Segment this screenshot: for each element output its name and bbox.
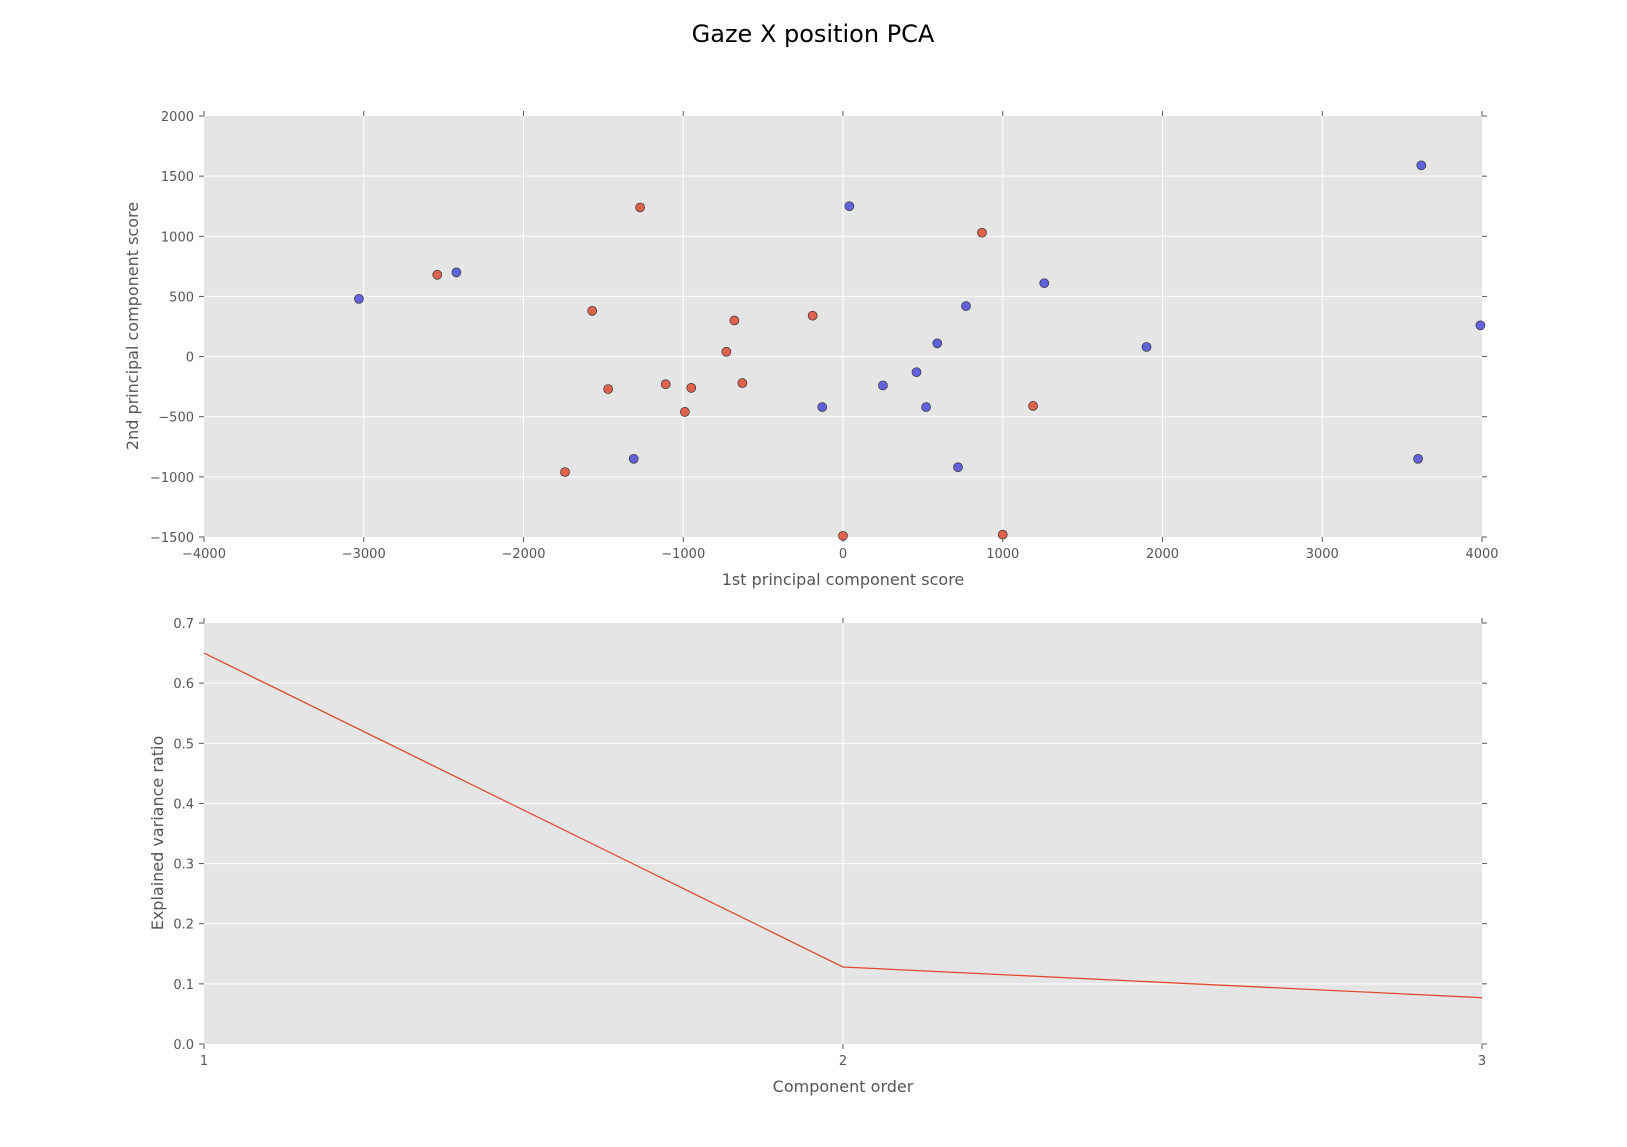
line-y-tick-label: 0.7 — [173, 617, 194, 632]
pca-scatter-panel: −4000 −3000 −2000 −1000 0 1000 2000 3000 4000 −1… — [123, 110, 1499, 589]
scatter-point — [729, 315, 740, 326]
scatter-grid — [204, 116, 1482, 537]
scatter-y-tick-label: −1000 — [150, 471, 194, 486]
scatter-point — [961, 301, 971, 311]
scatter-point — [587, 306, 598, 316]
scatter-x-tick-label: 2000 — [1146, 547, 1179, 562]
scatter-point — [451, 267, 462, 278]
variance-line-marks — [203, 652, 1483, 999]
scatter-point — [1416, 160, 1427, 171]
scatter-point — [721, 346, 732, 357]
explained-variance-panel: 1 2 3 0.0 0.1 0.2 0.3 0.4 0.5 0.6 0.7 Component o… — [148, 617, 1487, 1096]
scatter-point — [817, 402, 828, 412]
scatter-point — [1413, 453, 1423, 464]
scatter-point — [807, 310, 818, 321]
line-y-tick-label: 0.4 — [173, 797, 194, 812]
scatter-x-tick-label: 3000 — [1306, 547, 1339, 562]
scatter-y-axis-label: 2nd principal component score — [123, 202, 142, 450]
scatter-point — [921, 402, 931, 412]
scatter-point — [977, 227, 987, 238]
scatter-x-tick-label: −4000 — [182, 547, 226, 562]
scatter-point — [997, 529, 1008, 540]
scatter-point — [660, 379, 671, 390]
scatter-x-axis-label: 1st principal component score — [722, 570, 965, 589]
scatter-y-tick-label: 500 — [169, 290, 194, 305]
scatter-point — [911, 367, 922, 378]
scatter-point — [932, 338, 943, 349]
scatter-y-tick-label: 1000 — [161, 230, 194, 245]
scatter-ytick-labels: −1500 −1000 −500 0 500 1000 1500 2000 — [150, 110, 194, 546]
line-x-axis-label: Component order — [773, 1077, 914, 1096]
scatter-point — [953, 462, 963, 473]
scatter-point — [1028, 401, 1038, 411]
scatter-x-tick-label: 4000 — [1465, 547, 1498, 562]
scatter-point — [560, 467, 570, 477]
line-y-tick-label: 0.6 — [173, 677, 194, 692]
line-y-tick-label: 0.3 — [173, 858, 194, 873]
line-y-axis-label: Explained variance ratio — [148, 736, 167, 931]
line-y-tick-label: 0.2 — [173, 918, 194, 933]
line-ytick-labels: 0.0 0.1 0.2 0.3 0.4 0.5 0.6 0.7 — [173, 617, 194, 1053]
line-y-tick-label: 0.5 — [173, 737, 194, 752]
scatter-x-tick-label: 1000 — [986, 547, 1019, 562]
scatter-point — [628, 453, 639, 464]
scatter-x-tick-label: 0 — [839, 547, 847, 562]
scatter-x-tick-label: −2000 — [502, 547, 546, 562]
scatter-point — [737, 378, 748, 388]
scatter-point — [603, 384, 614, 394]
scatter-y-tick-label: 0 — [186, 351, 194, 366]
scatter-point — [1475, 320, 1486, 331]
scatter-point — [686, 382, 697, 393]
line-x-tick-label: 3 — [1478, 1054, 1486, 1069]
line-x-tick-label: 2 — [839, 1054, 847, 1069]
scatter-y-tick-label: 1500 — [161, 170, 194, 185]
line-ticks — [199, 618, 1487, 1049]
line-x-tick-label: 1 — [200, 1054, 208, 1069]
line-grid — [204, 623, 1482, 1044]
scatter-y-tick-label: 2000 — [161, 110, 194, 125]
line-xtick-labels: 1 2 3 — [200, 1054, 1486, 1069]
scatter-x-tick-label: −3000 — [342, 547, 386, 562]
scatter-point — [354, 293, 364, 304]
scatter-point — [838, 530, 848, 541]
scatter-y-tick-label: −1500 — [150, 531, 194, 546]
scatter-point — [635, 202, 645, 213]
scatter-point — [1039, 278, 1050, 289]
line-y-tick-label: 0.0 — [173, 1038, 194, 1053]
scatter-point — [844, 201, 855, 212]
scatter-y-tick-label: −500 — [158, 411, 194, 426]
scatter-point — [679, 407, 690, 417]
figure-title: Gaze X position PCA — [692, 20, 935, 48]
scatter-point — [432, 269, 443, 280]
scatter-xtick-labels: −4000 −3000 −2000 −1000 0 1000 2000 3000 4000 — [182, 547, 1499, 562]
scatter-points — [354, 160, 1486, 541]
line-y-tick-label: 0.1 — [173, 978, 194, 993]
scatter-point — [1141, 342, 1152, 352]
scatter-x-tick-label: −1000 — [661, 547, 705, 562]
scatter-point — [878, 380, 888, 391]
explained-variance-line — [203, 652, 1483, 999]
